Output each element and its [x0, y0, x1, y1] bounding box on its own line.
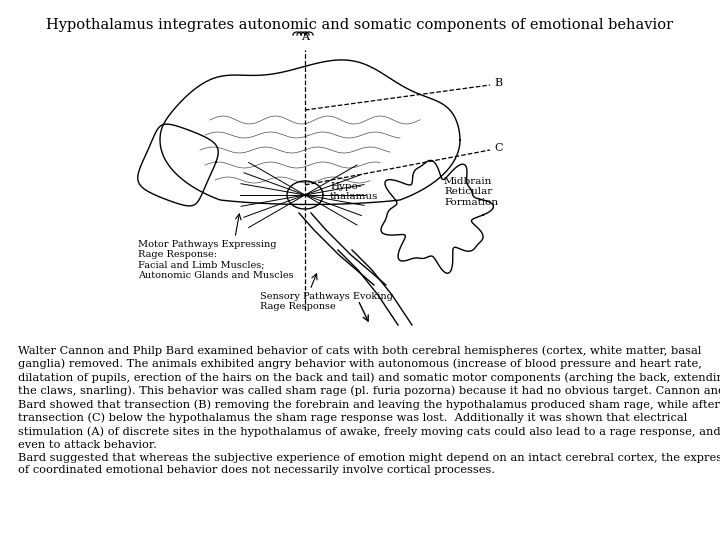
- Text: Walter Cannon and Philp Bard examined behavior of cats with both cerebral hemisp: Walter Cannon and Philp Bard examined be…: [18, 345, 720, 475]
- Text: A: A: [301, 32, 309, 42]
- Text: Midbrain
Reticular
Formation: Midbrain Reticular Formation: [444, 177, 498, 207]
- Text: C: C: [494, 143, 503, 153]
- Text: B: B: [494, 78, 502, 88]
- Text: Hypo-
thalamus: Hypo- thalamus: [330, 182, 379, 201]
- Text: Hypothalamus integrates autonomic and somatic components of emotional behavior: Hypothalamus integrates autonomic and so…: [46, 18, 674, 32]
- Text: Sensory Pathways Evoking
Rage Response: Sensory Pathways Evoking Rage Response: [260, 292, 393, 312]
- Text: Motor Pathways Expressing
Rage Response:
Facial and Limb Muscles;
Autonomic Glan: Motor Pathways Expressing Rage Response:…: [138, 240, 294, 280]
